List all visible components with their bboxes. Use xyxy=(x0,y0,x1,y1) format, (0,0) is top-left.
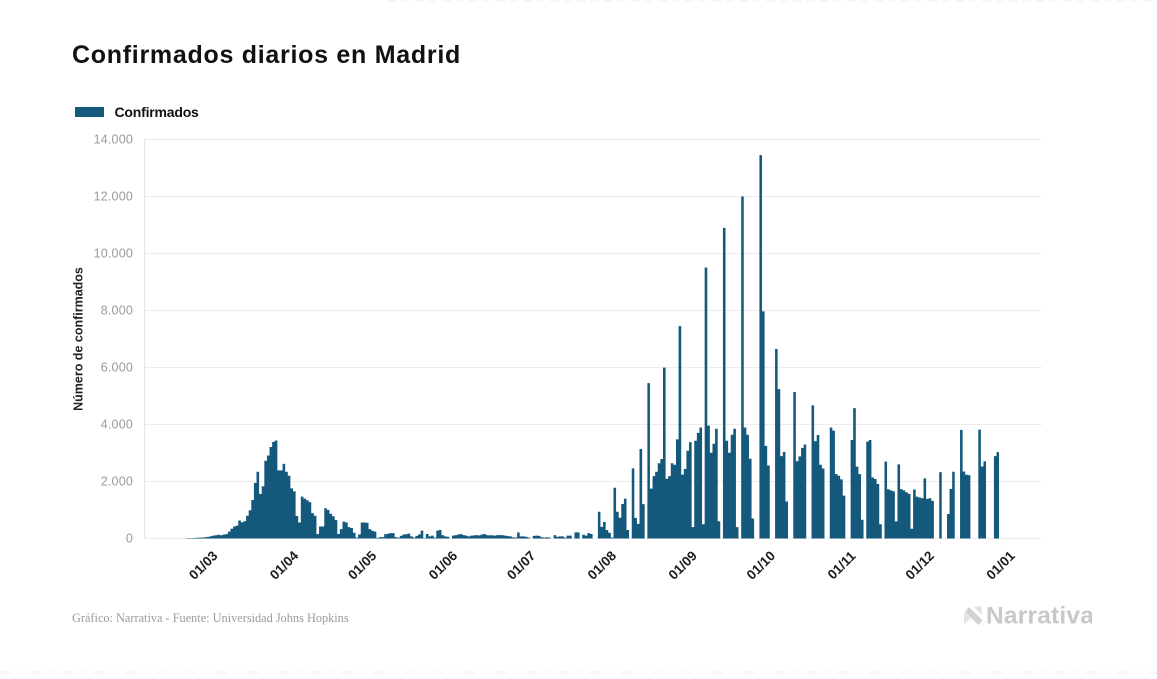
svg-text:Número de confirmados: Número de confirmados xyxy=(72,267,86,411)
svg-text:01/07: 01/07 xyxy=(504,548,539,583)
svg-text:12.000: 12.000 xyxy=(94,190,133,204)
svg-text:4.000: 4.000 xyxy=(101,418,133,432)
svg-text:01/08: 01/08 xyxy=(585,548,620,583)
svg-text:14.000: 14.000 xyxy=(94,133,133,147)
svg-text:0: 0 xyxy=(126,532,133,546)
svg-text:01/12: 01/12 xyxy=(903,548,938,583)
svg-text:01/10: 01/10 xyxy=(744,548,779,583)
svg-text:01/03: 01/03 xyxy=(186,548,221,583)
svg-text:01/11: 01/11 xyxy=(825,548,859,582)
svg-text:01/09: 01/09 xyxy=(665,548,700,583)
svg-text:10.000: 10.000 xyxy=(94,247,133,261)
svg-text:01/06: 01/06 xyxy=(426,548,461,583)
svg-text:8.000: 8.000 xyxy=(101,304,133,318)
svg-text:2.000: 2.000 xyxy=(101,475,133,489)
svg-text:01/04: 01/04 xyxy=(267,548,302,583)
svg-text:Narrativa: Narrativa xyxy=(986,605,1092,627)
svg-text:01/05: 01/05 xyxy=(345,548,380,583)
svg-text:6.000: 6.000 xyxy=(101,361,133,375)
svg-text:01/01: 01/01 xyxy=(983,548,1018,583)
